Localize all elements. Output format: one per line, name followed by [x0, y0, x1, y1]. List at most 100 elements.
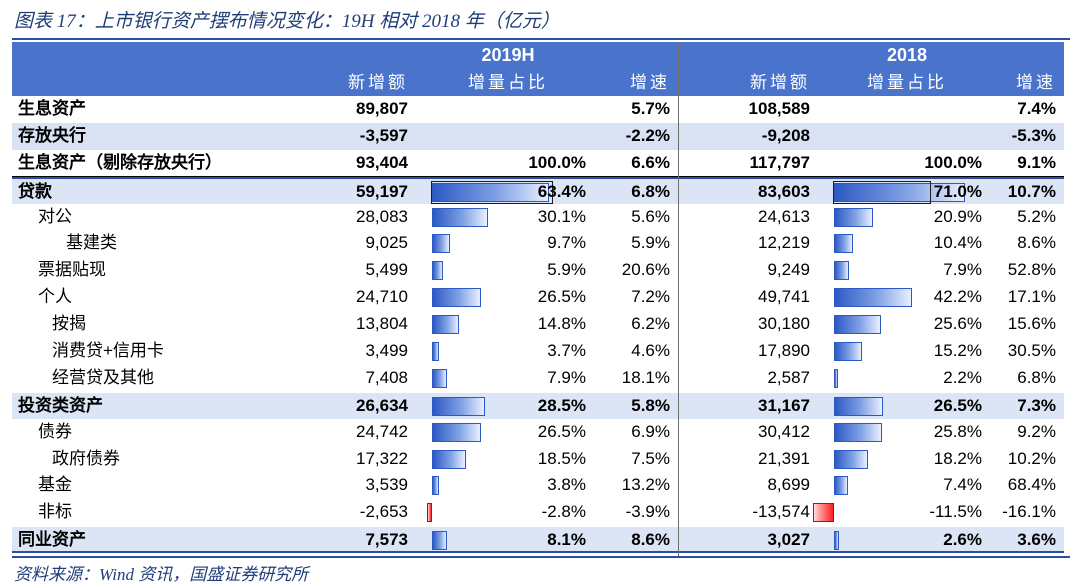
cell-new2: 21,391	[758, 448, 810, 468]
cell-share2: 15.2%	[933, 341, 982, 361]
table-row: 债券 24,742 26.5% 6.9% 30,412 25.8% 9.2%	[12, 419, 1064, 446]
cell-label: 生息资产（剔除存放央行）	[18, 152, 222, 172]
cell-share1: 5.9%	[547, 260, 586, 280]
cell-new2: 30,180	[758, 314, 810, 334]
header-new-2018: 新增额	[750, 73, 810, 92]
cell-new1: -3,597	[359, 125, 408, 145]
table-row: 存放央行 -3,597 -2.2% -9,208 -5.3%	[12, 122, 1064, 150]
cell-share1: 30.1%	[537, 206, 586, 226]
asset-allocation-table: 2019H 2018 新增额 增量占比 增速 新增额 增量占比 增速 生息资产 8…	[12, 42, 1064, 554]
cell-growth1: 7.2%	[631, 287, 670, 307]
cell-label: 对公	[38, 206, 72, 226]
share-bar-2019h	[432, 315, 460, 335]
cell-share2: 7.9%	[943, 260, 982, 280]
table-row: 非标 -2,653 -2.8% -3.9% -13,574 -11.5% -16.1%	[12, 499, 1064, 526]
cell-new1: 7,573	[365, 530, 408, 550]
cell-growth1: 6.8%	[631, 181, 670, 201]
table-row: 票据贴现 5,499 5.9% 20.6% 9,249 7.9% 52.8%	[12, 257, 1064, 284]
share-bar-2018	[834, 182, 966, 202]
share-bar-2019h	[432, 288, 482, 308]
column-divider	[678, 42, 679, 556]
highlight-box-2019h	[431, 180, 553, 204]
cell-new1: 5,499	[365, 260, 408, 280]
cell-growth2: 30.5%	[1007, 341, 1056, 361]
header-growth-2019h: 增速	[630, 73, 670, 92]
cell-new2: -13,574	[752, 502, 810, 522]
cell-growth2: 7.3%	[1017, 395, 1056, 415]
share-bar-2019h	[432, 449, 467, 469]
cell-growth2: 68.4%	[1007, 475, 1056, 495]
share-bar-2018	[834, 396, 884, 416]
cell-new1: 13,804	[356, 314, 408, 334]
cell-share1: 63.4%	[537, 181, 586, 201]
share-bar-2018	[834, 368, 839, 388]
cell-new1: 28,083	[356, 206, 408, 226]
cell-label: 基金	[38, 475, 72, 495]
share-bar-2019h	[432, 531, 447, 551]
cell-new1: 7,408	[365, 367, 408, 387]
cell-share1: 8.1%	[547, 530, 586, 550]
cell-share2: 2.6%	[943, 530, 982, 550]
cell-new2: 2,587	[767, 367, 810, 387]
cell-growth2: 7.4%	[1017, 99, 1056, 118]
share-bar-2019h	[426, 503, 432, 523]
share-bar-2019h	[432, 182, 550, 202]
table-row: 生息资产 89,807 5.7% 108,589 7.4%	[12, 96, 1064, 123]
table-row: 贷款 59,197 63.4% 6.8% 83,603 71.0% 10.7%	[12, 176, 1064, 204]
cell-growth1: -3.9%	[625, 502, 670, 522]
cell-label: 债券	[38, 421, 72, 441]
cell-new2: 117,797	[749, 152, 810, 172]
cell-growth1: 20.6%	[621, 260, 670, 280]
cell-new2: -9,208	[761, 125, 810, 145]
cell-growth2: 5.2%	[1017, 206, 1056, 226]
share-bar-2019h	[432, 422, 482, 442]
table-row: 个人 24,710 26.5% 7.2% 49,741 42.2% 17.1%	[12, 284, 1064, 311]
cell-growth1: 4.6%	[631, 341, 670, 361]
cell-share2: 71.0%	[933, 181, 982, 201]
cell-growth2: 6.8%	[1017, 367, 1056, 387]
table-row: 消费贷+信用卡 3,499 3.7% 4.6% 17,890 15.2% 30.5%	[12, 338, 1064, 365]
table-row: 经营贷及其他 7,408 7.9% 18.1% 2,587 2.2% 6.8%	[12, 365, 1064, 392]
cell-growth1: 6.2%	[631, 314, 670, 334]
cell-growth1: 5.8%	[631, 395, 670, 415]
table-row: 生息资产（剔除存放央行） 93,404 100.0% 6.6% 117,797 100.0…	[12, 150, 1064, 177]
cell-growth2: 10.2%	[1007, 448, 1056, 468]
cell-share1: 28.5%	[537, 395, 586, 415]
cell-label: 消费贷+信用卡	[52, 341, 164, 361]
cell-share2: 2.2%	[943, 367, 982, 387]
cell-share2: 18.2%	[933, 448, 982, 468]
share-bar-2018	[834, 315, 882, 335]
cell-label: 存放央行	[18, 125, 86, 145]
cell-new2: 108,589	[748, 99, 810, 118]
cell-share1	[430, 123, 586, 150]
cell-growth2: 17.1%	[1007, 287, 1056, 307]
table-body: 生息资产 89,807 5.7% 108,589 7.4% 存放央行 -3,597 -2.2%…	[12, 96, 1064, 554]
cell-growth2: 15.6%	[1007, 314, 1056, 334]
cell-share1: 7.9%	[547, 367, 586, 387]
cell-new1: 24,742	[356, 421, 408, 441]
share-bar-2019h	[432, 368, 447, 388]
share-bar-2018	[834, 261, 849, 281]
cell-growth1: -2.2%	[625, 125, 670, 145]
cell-share2: 100.0%	[924, 152, 982, 172]
cell-share1: 26.5%	[537, 287, 586, 307]
cell-label: 经营贷及其他	[52, 367, 154, 387]
share-bar-2019h	[432, 476, 440, 496]
cell-growth1: 13.2%	[621, 475, 670, 495]
cell-share2: 10.4%	[933, 233, 982, 253]
cell-share1: 14.8%	[537, 314, 586, 334]
cell-new1: 24,710	[356, 287, 408, 307]
cell-label: 政府债券	[52, 448, 120, 468]
share-bar-2019h	[432, 234, 450, 254]
cell-new2: 9,249	[767, 260, 810, 280]
highlight-box-2018	[833, 180, 931, 204]
cell-new2: 3,027	[767, 530, 810, 550]
header-share-2019h: 增量占比	[468, 73, 548, 92]
source-note: 资料来源：Wind 资讯，国盛证券研究所	[14, 565, 309, 584]
cell-new2: 17,890	[758, 341, 810, 361]
cell-share2: 26.5%	[933, 395, 982, 415]
cell-share1: 18.5%	[537, 448, 586, 468]
figure-caption: 图表 17：上市银行资产摆布情况变化：19H 相对 2018 年（亿元）	[14, 11, 560, 32]
cell-share2: 7.4%	[943, 475, 982, 495]
cell-label: 贷款	[18, 181, 52, 201]
